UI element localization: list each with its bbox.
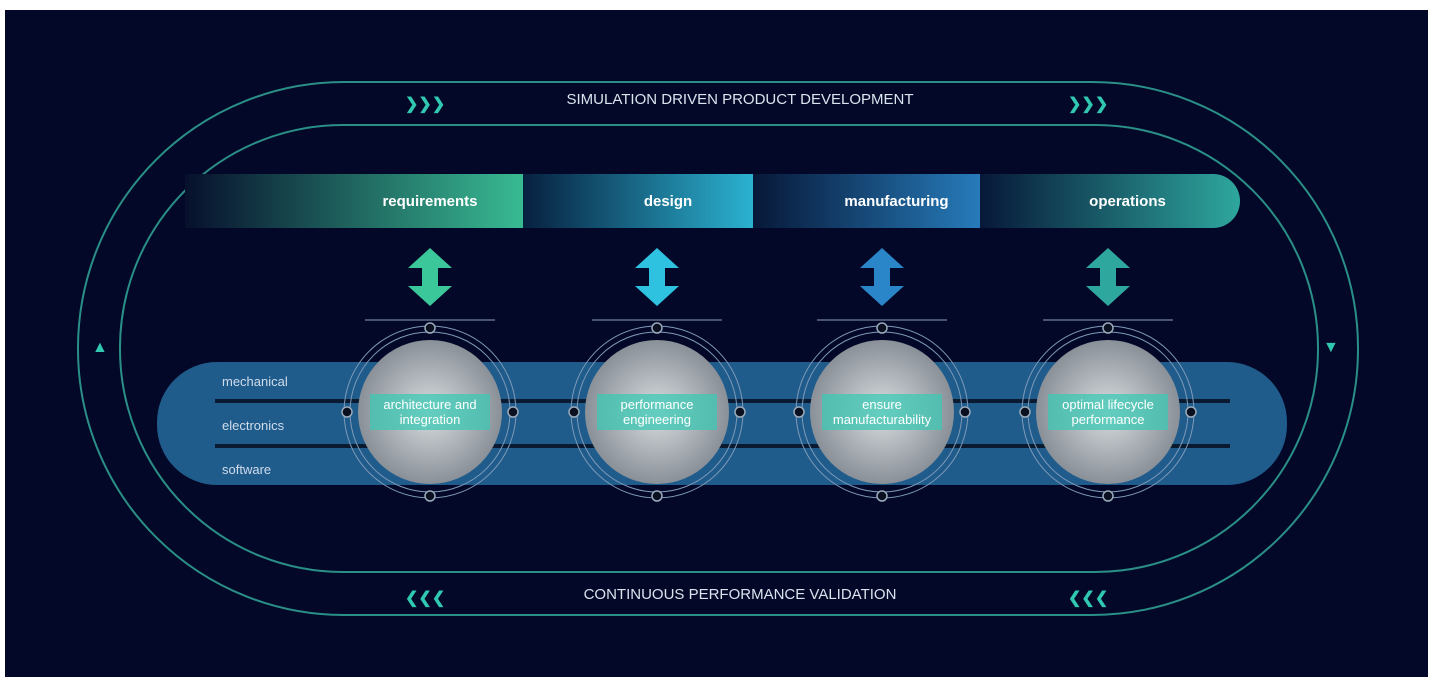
circle-label: optimal lifecycle performance	[1048, 394, 1168, 430]
background	[5, 10, 1428, 677]
top-label: SIMULATION DRIVEN PRODUCT DEVELOPMENT	[567, 91, 914, 108]
canvas: SIMULATION DRIVEN PRODUCT DEVELOPMENT CO…	[0, 0, 1434, 682]
discipline-label: mechanical	[222, 374, 288, 389]
stage-label: manufacturing	[844, 193, 948, 210]
bottom-label: CONTINUOUS PERFORMANCE VALIDATION	[584, 586, 897, 603]
circle-label: ensure manufacturability	[822, 394, 942, 430]
ring-node	[1103, 491, 1113, 501]
stage-label: design	[644, 193, 692, 210]
ring-node	[794, 407, 804, 417]
ring-node	[877, 323, 887, 333]
ring-node	[342, 407, 352, 417]
ring-node	[425, 491, 435, 501]
ring-node	[1020, 407, 1030, 417]
ring-node	[569, 407, 579, 417]
ring-node	[877, 491, 887, 501]
stage-segment	[185, 174, 548, 228]
ring-node	[425, 323, 435, 333]
ring-node	[1186, 407, 1196, 417]
ring-node	[735, 407, 745, 417]
chevron: ❯❯❯	[1068, 96, 1108, 114]
chevron: ❯❯❯	[405, 96, 445, 114]
chevron: ❮❮❮	[1068, 590, 1108, 608]
discipline-label: electronics	[222, 418, 285, 433]
ring-node	[652, 491, 662, 501]
stage-bar: requirements design manufacturing operation…	[185, 174, 1240, 228]
chevron: ▲	[92, 339, 108, 356]
chevron: ▼	[1323, 339, 1339, 356]
circle-label: architecture and integration	[370, 394, 490, 430]
diagram: SIMULATION DRIVEN PRODUCT DEVELOPMENT CO…	[0, 0, 1434, 682]
chevron: ❮❮❮	[405, 590, 445, 608]
ring-node	[508, 407, 518, 417]
stage-label: operations	[1089, 193, 1166, 210]
discipline-label: software	[222, 462, 271, 477]
ring-node	[652, 323, 662, 333]
stage-label: requirements	[382, 193, 477, 210]
ring-node	[1103, 323, 1113, 333]
ring-node	[960, 407, 970, 417]
circle-label: performance engineering	[597, 394, 717, 430]
